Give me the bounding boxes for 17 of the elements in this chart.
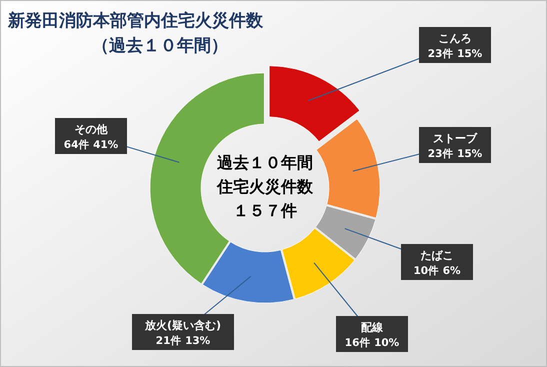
slice-label: 配線 — [361, 321, 384, 334]
data-label: 10件 6% — [413, 264, 462, 277]
text: 過去１０年間 — [216, 153, 313, 172]
data-label: 16件 10% — [344, 336, 400, 349]
slice-label: ストーブ — [433, 132, 478, 145]
text: １５７件 — [233, 201, 297, 220]
chart-title: 新発田消防本部管内住宅火災件数 — [7, 11, 264, 31]
slice-label: その他 — [74, 123, 108, 136]
data-label: 21件 13% — [156, 334, 211, 347]
data-label: 64件 41% — [64, 138, 119, 151]
data-label: 23件 15% — [428, 147, 483, 160]
data-label: 23件 15% — [428, 47, 483, 60]
slice-label: こんろ — [438, 32, 472, 45]
slice-label: 放火(疑い含む) — [144, 319, 222, 332]
text: 住宅火災件数 — [216, 177, 314, 196]
chart-subtitle: （過去１０年間） — [92, 36, 228, 56]
slice-label: たばこ — [420, 249, 454, 262]
